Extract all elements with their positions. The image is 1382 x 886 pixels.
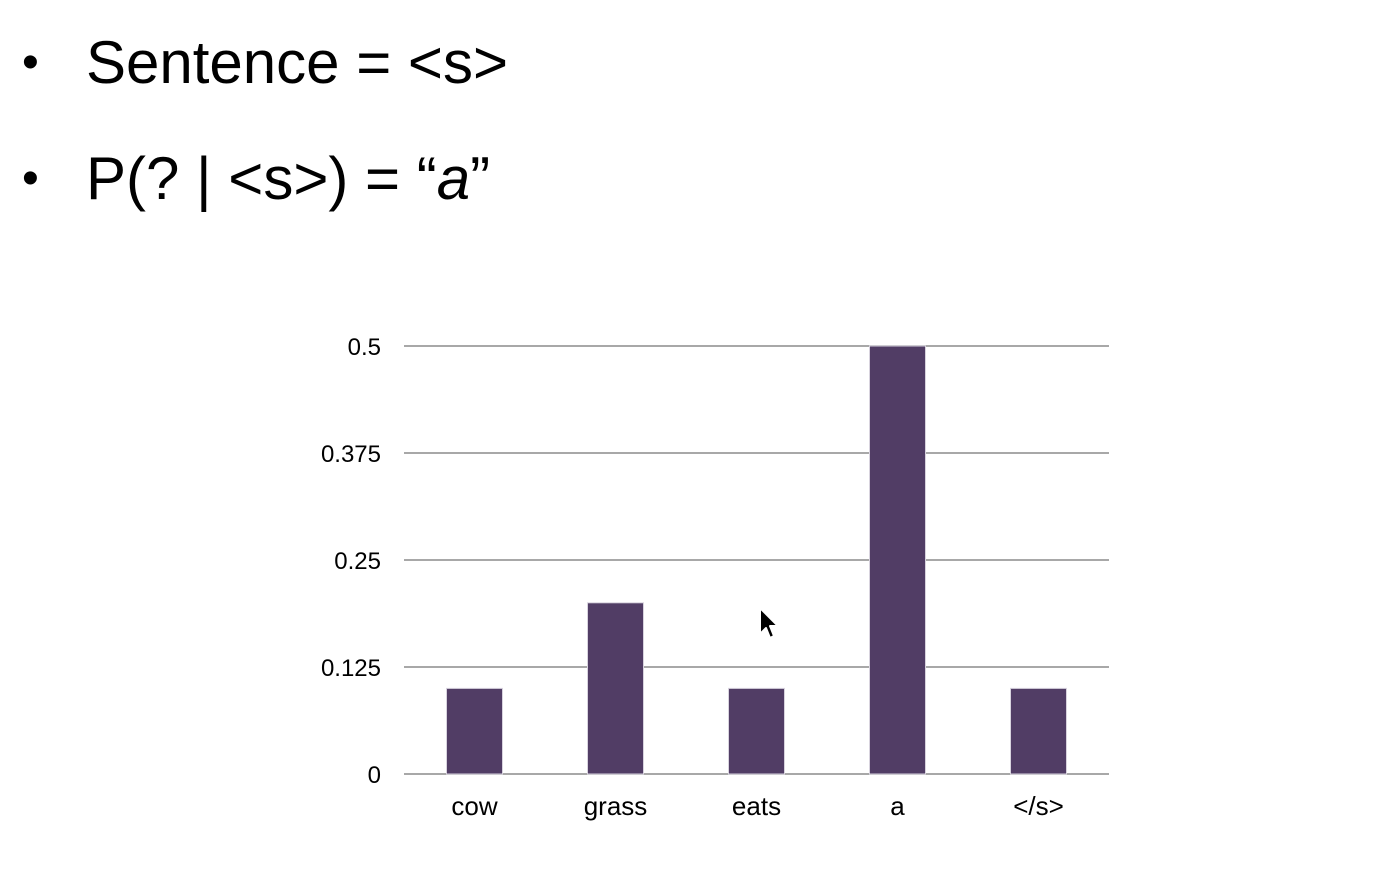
x-axis-category-labels: cow grass eats a </s>: [451, 791, 1063, 821]
bar-1: [587, 602, 644, 775]
y-tick-label: 0: [368, 762, 381, 789]
bar-0: [446, 687, 503, 775]
x-category-label: grass: [584, 791, 648, 821]
mouse-pointer-icon: [759, 607, 779, 639]
probability-suffix: ”: [470, 145, 491, 212]
probability-italic-word: a: [436, 145, 471, 212]
bar-4: [1010, 687, 1067, 775]
y-tick-label: 0.125: [321, 655, 381, 682]
bar-2: [728, 687, 785, 775]
y-tick-label: 0.25: [334, 548, 381, 575]
bullet-sentence: • Sentence = <s>: [22, 27, 508, 99]
y-tick-label: 0.375: [321, 441, 381, 468]
bullet-dot-icon: •: [22, 152, 39, 205]
x-category-label: a: [890, 791, 905, 821]
y-axis-tick-labels: 0 0.125 0.25 0.375 0.5: [321, 334, 381, 789]
bar-3: [869, 345, 926, 775]
bars: [446, 345, 1067, 775]
sentence-text: Sentence = <s>: [86, 29, 508, 96]
bullet-dot-icon: •: [22, 36, 39, 89]
probability-prefix: P(? | <s>) = “: [86, 145, 437, 212]
x-category-label: cow: [451, 791, 497, 821]
bullet-probability: • P(? | <s>) = “a”: [22, 143, 490, 215]
x-category-label: eats: [732, 791, 781, 821]
x-category-label: </s>: [1013, 791, 1064, 821]
y-tick-label: 0.5: [348, 334, 381, 361]
